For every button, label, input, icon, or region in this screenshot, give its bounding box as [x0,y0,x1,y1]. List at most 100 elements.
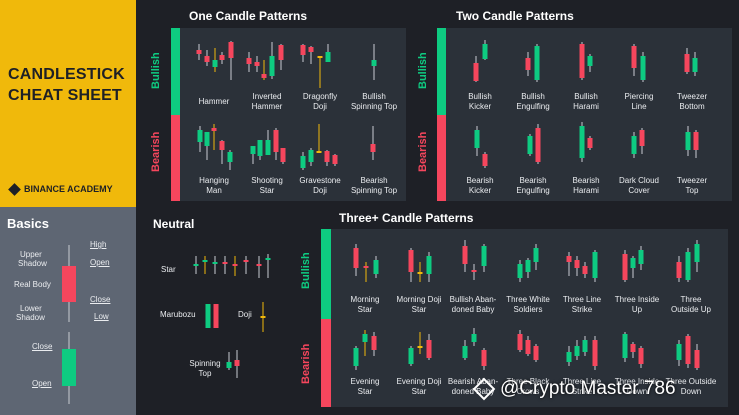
watermark: @Crypto Master 786 [472,377,676,401]
one-candle-panel [180,28,406,201]
pattern-label-bearish-abandoned-baby: Bearish Aban-doned Baby [447,377,499,396]
candle [227,150,233,170]
candle [694,344,700,370]
pattern-label-three-black-crows: Three Black Crows [506,377,550,396]
candle [417,332,423,354]
candle [280,148,286,164]
basics-close-label: Close [90,295,111,304]
candle [426,334,432,360]
basics-title: Basics [7,216,49,231]
candle [622,332,628,362]
two-bearish-bar [437,115,446,201]
basics-real-body-label: Real Body [14,280,51,289]
candle [685,126,691,156]
candle [471,328,477,346]
candle [566,346,572,366]
candle [250,146,256,164]
two-candle-title: Two Candle Patterns [456,9,574,23]
pattern-label-bullish-spinning-top: Bullish Spinning Top [350,92,398,111]
candle [213,304,219,328]
candle [533,244,539,270]
pattern-label-dark-cloud-cover: Dark Cloud Cover [618,176,659,195]
candle [574,256,580,276]
two-bullish-bar [437,28,446,115]
title-line-1: CANDLESTICK [8,66,125,83]
candle [462,240,468,272]
pattern-label-bearish-engulfing: Bearish Engulfing [516,176,550,195]
candle [417,262,423,282]
candle [278,44,284,70]
pattern-label-three-inside-down: Three Inside Down [614,377,660,396]
candle [234,350,240,378]
one-candle-title: One Candle Patterns [189,9,308,23]
one-bearish-bar [171,115,180,201]
pattern-label-hammer: Hammer [198,97,230,106]
candle [243,256,249,274]
candle [222,256,228,274]
pattern-label-shooting-star: Shooting Star [251,176,283,195]
pattern-label-gravestone-doji: Gravestone Doji [299,176,341,195]
candle [212,256,218,274]
brand-logo: BINANCE ACADEMY [8,182,113,196]
candle [692,52,698,76]
candle [676,256,682,282]
basics-low-label: Low [94,312,109,321]
candle [260,302,266,332]
watermark-logo-icon [472,377,496,401]
candle [204,50,210,66]
three-candle-title: Three+ Candle Patterns [339,211,474,225]
candle [202,256,208,274]
candle [371,332,377,356]
candle [353,346,359,370]
brand-name: BINANCE ACADEMY [24,184,113,194]
candle [579,122,585,162]
candle [525,336,531,356]
candle [300,44,306,62]
pattern-label-three-line-strike-bearish: Three Line Strike [562,377,602,396]
candle [574,340,580,360]
candle [525,52,531,76]
candle [587,54,593,72]
candle [205,304,211,328]
pattern-label-three-outside-up: Three Outside Up [670,295,712,314]
candle [219,140,225,164]
title-panel [0,0,136,207]
pattern-label-bullish-engulfing: Bullish Engulfing [516,92,550,111]
candle [265,254,271,278]
candle [685,334,691,368]
candle [481,348,487,370]
pattern-label-inverted-hammer: Inverted Hammer [251,92,283,111]
candle [639,128,645,154]
pattern-label-evening-star: Evening Star [350,377,380,396]
candle [257,140,263,160]
candle [527,134,533,156]
candle [371,44,377,80]
candle [226,352,232,370]
candle [631,44,637,76]
candle [332,154,338,166]
pattern-label-evening-doji-star: Evening Doji Star [396,377,442,396]
candle [684,48,690,74]
pattern-label-bullish-harami: Bullish Harami [573,92,599,111]
candle [592,336,598,370]
cheat-sheet-title: CANDLESTICK CHEAT SHEET [8,64,130,106]
candle [373,256,379,278]
pattern-label-three-line-strike-bullish: Three Line Strike [562,295,602,314]
candle [462,340,468,360]
neutral-label-doji: Doji [238,310,252,319]
candle [482,152,488,168]
candle [370,126,376,160]
neutral-title: Neutral [153,217,195,231]
candle [308,148,314,166]
candle [481,244,487,272]
candle [308,46,314,64]
candle [232,256,238,276]
three-candle-panel [331,229,728,407]
candle [535,124,541,164]
candle [408,248,414,282]
watermark-text: @Crypto Master 786 [500,378,676,399]
candle [362,330,368,356]
pattern-label-morning-star: Morning Star [350,295,380,314]
title-line-2: CHEAT SHEET [8,87,122,104]
